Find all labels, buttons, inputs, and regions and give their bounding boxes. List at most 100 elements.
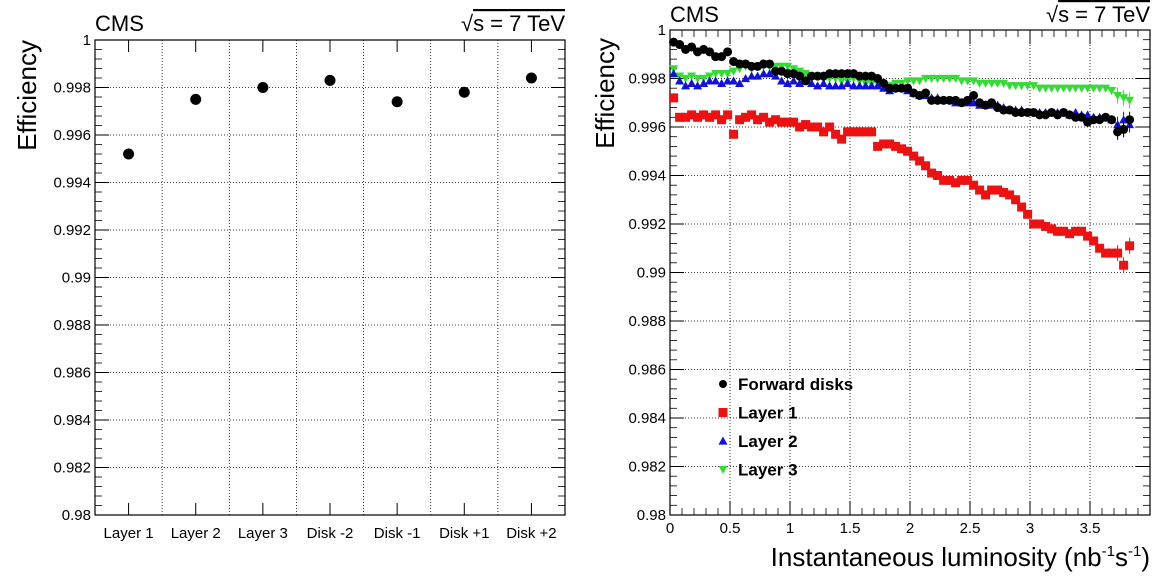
legend-label: Layer 3 — [738, 461, 798, 480]
data-point — [687, 110, 697, 120]
x-category-label: Layer 1 — [104, 525, 154, 542]
data-point — [801, 120, 811, 130]
data-point — [1047, 224, 1057, 234]
data-point — [927, 168, 937, 178]
data-point — [753, 71, 763, 80]
data-point — [945, 74, 955, 83]
data-point — [873, 141, 883, 151]
data-point — [909, 77, 919, 86]
data-point — [1077, 84, 1087, 93]
data-point — [873, 74, 883, 83]
data-point — [257, 82, 269, 93]
data-point — [711, 110, 721, 120]
y-tick-label: 0.996 — [628, 119, 666, 136]
data-point — [391, 96, 403, 108]
data-point — [813, 81, 823, 90]
data-point — [1077, 226, 1087, 236]
data-point — [699, 78, 709, 87]
data-point — [717, 52, 727, 62]
data-point — [123, 148, 135, 160]
data-point — [1107, 248, 1117, 258]
data-point — [789, 117, 799, 127]
data-point — [1119, 260, 1129, 270]
y-tick-label: 0.988 — [53, 317, 91, 334]
data-point — [897, 144, 907, 154]
data-point — [807, 122, 817, 132]
x-tick-label: 3.5 — [1080, 520, 1101, 537]
data-point — [735, 115, 745, 125]
data-point — [717, 115, 727, 125]
efficiency-vs-luminosity-chart: 0.98 0.982 0.984 0.986 0.988 0.99 0.992 0.994 0.… — [590, 2, 1151, 572]
data-point — [855, 81, 865, 90]
data-point — [458, 86, 470, 98]
data-point — [1017, 202, 1027, 212]
data-point — [729, 67, 739, 76]
data-point — [1113, 248, 1123, 258]
data-point — [705, 47, 715, 57]
x-tick-label: 0 — [666, 520, 674, 537]
data-point — [963, 77, 973, 86]
experiment-label: CMS — [95, 11, 144, 36]
data-point — [963, 175, 973, 185]
data-point — [903, 77, 913, 86]
x-category-label: Disk -2 — [307, 525, 354, 542]
data-point — [675, 76, 685, 85]
data-point — [717, 70, 727, 79]
x-category-label: Disk +2 — [506, 525, 556, 542]
data-point — [837, 81, 847, 90]
data-point — [819, 127, 829, 137]
data-point — [825, 122, 835, 132]
data-point — [987, 98, 997, 108]
data-point — [1113, 91, 1123, 100]
data-point — [981, 190, 991, 200]
data-point — [759, 69, 769, 78]
data-point — [190, 93, 202, 105]
data-point — [885, 139, 895, 149]
data-point — [1041, 84, 1051, 93]
data-point — [1047, 84, 1057, 93]
data-point — [753, 115, 763, 125]
data-point — [1029, 219, 1039, 229]
data-point — [843, 78, 853, 87]
data-point — [801, 76, 811, 86]
data-point — [843, 127, 853, 137]
energy-label: √s = 7 TeV — [1046, 2, 1150, 27]
data-point — [1035, 84, 1045, 93]
y-tick-label: 0.984 — [628, 410, 666, 427]
data-point — [789, 76, 799, 85]
data-point — [999, 79, 1009, 88]
data-point — [711, 76, 721, 85]
data-point — [837, 134, 847, 144]
data-point — [687, 78, 697, 87]
data-point — [717, 78, 727, 87]
data-point — [1125, 96, 1135, 105]
y-tick-label: 0.986 — [628, 362, 666, 379]
series-forward-disks — [669, 37, 1135, 140]
data-point — [1053, 226, 1063, 236]
data-point — [1083, 84, 1093, 93]
data-point — [939, 175, 949, 185]
data-point — [1023, 82, 1033, 91]
data-point — [957, 175, 967, 185]
legend-label: Forward disks — [738, 375, 853, 394]
data-point — [669, 93, 679, 103]
y-tick-label: 0.99 — [637, 265, 666, 282]
data-point — [969, 180, 979, 190]
data-point — [1065, 229, 1075, 239]
data-point — [1119, 94, 1129, 103]
experiment-label: CMS — [670, 2, 719, 27]
data-point — [879, 139, 889, 149]
data-point — [1125, 115, 1135, 125]
data-point — [855, 127, 865, 137]
data-point — [771, 115, 781, 125]
data-point — [1017, 82, 1027, 91]
data-point — [993, 185, 1003, 195]
y-tick-label: 0.998 — [628, 71, 666, 88]
data-point — [1107, 87, 1117, 96]
x-category-label: Layer 3 — [238, 525, 288, 542]
data-point — [1101, 248, 1111, 258]
data-point — [1125, 241, 1135, 251]
data-point — [783, 117, 793, 127]
data-point — [741, 112, 751, 122]
